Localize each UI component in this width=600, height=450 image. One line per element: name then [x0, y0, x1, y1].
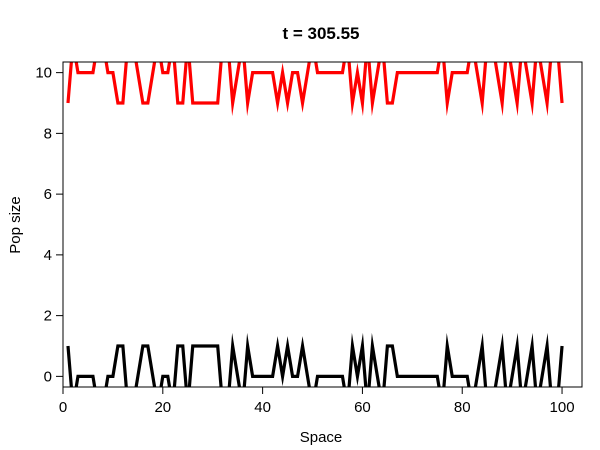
y-tick-label: 8 [44, 125, 52, 142]
chart-title: t = 305.55 [282, 24, 359, 43]
x-tick-label: 100 [550, 399, 575, 416]
y-tick-label: 10 [35, 65, 52, 82]
x-tick-label: 60 [354, 399, 371, 416]
y-tick-label: 2 [44, 308, 52, 325]
x-tick-label: 0 [59, 399, 67, 416]
series-line-0 [66, 62, 564, 117]
x-tick-label: 80 [454, 399, 471, 416]
series-layer [66, 62, 564, 387]
y-tick-label: 0 [44, 368, 52, 385]
plot-frame [62, 61, 583, 388]
series-line-1 [66, 332, 564, 387]
x-tick-label: 20 [154, 399, 171, 416]
y-axis-label: Pop size [7, 196, 24, 254]
x-axis: 0 20 40 60 80 100 [59, 387, 575, 416]
y-axis: 0 2 4 6 8 10 [35, 65, 63, 385]
x-tick-label: 40 [254, 399, 271, 416]
y-tick-label: 4 [44, 247, 52, 264]
x-axis-label: Space [300, 429, 343, 446]
y-tick-label: 6 [44, 186, 52, 203]
